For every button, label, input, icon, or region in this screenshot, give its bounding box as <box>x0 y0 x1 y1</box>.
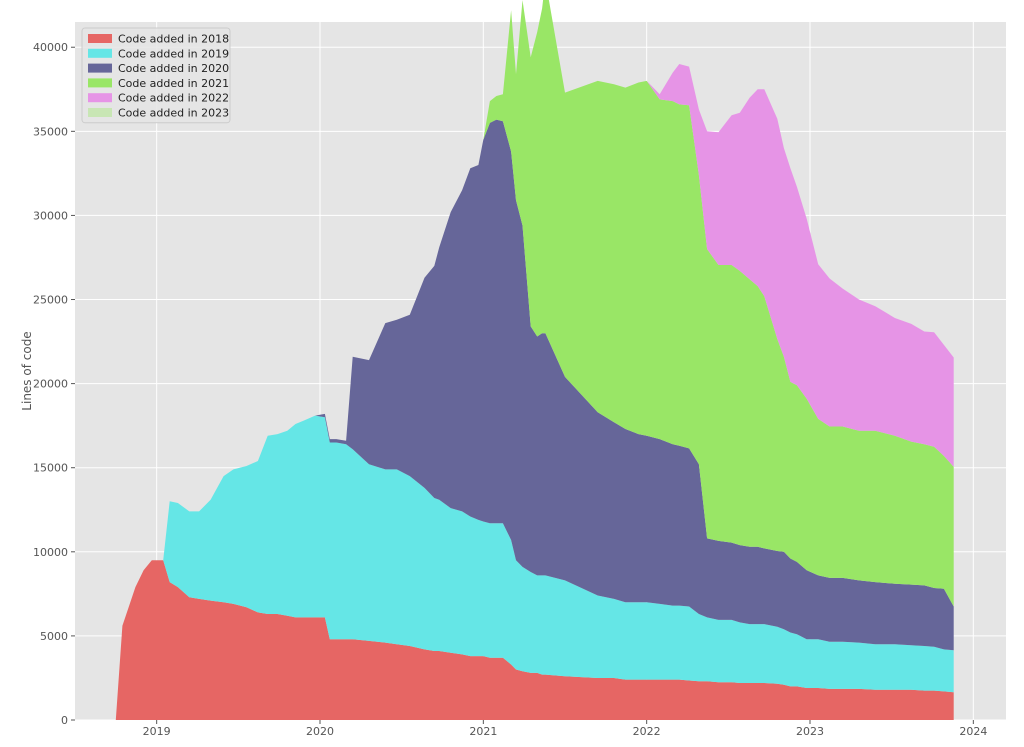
legend-label: Code added in 2023 <box>118 107 229 120</box>
legend-swatch <box>88 93 112 103</box>
x-tick-label: 2021 <box>469 725 497 738</box>
legend-label: Code added in 2019 <box>118 47 229 60</box>
x-tick-label: 2023 <box>796 725 824 738</box>
y-axis-title: Lines of code <box>20 331 34 410</box>
x-tick-label: 2020 <box>306 725 334 738</box>
y-axis-ticks: 0 5000 10000 15000 20000 25000 30000 35000 40000 <box>33 41 75 727</box>
area-series-1 <box>115 415 954 720</box>
area-series-0 <box>115 560 954 720</box>
legend-swatch <box>88 78 112 88</box>
legend-swatch <box>88 34 112 43</box>
y-tick-label: 15000 <box>33 462 68 475</box>
area-series-2 <box>115 119 954 721</box>
y-tick-label: 5000 <box>40 630 68 643</box>
x-tick-label: 2024 <box>959 725 987 738</box>
x-tick-label: 2019 <box>143 725 171 738</box>
legend-label: Code added in 2018 <box>118 33 229 46</box>
x-axis-ticks: 2019 2020 2021 2022 2023 2024 <box>143 720 987 738</box>
area-series <box>115 0 954 721</box>
legend-swatch <box>88 63 112 73</box>
y-tick-label: 0 <box>61 714 68 727</box>
y-tick-label: 20000 <box>33 378 68 391</box>
x-tick-label: 2022 <box>633 725 661 738</box>
legend-label: Code added in 2022 <box>118 92 229 105</box>
y-tick-label: 10000 <box>33 546 68 559</box>
y-tick-label: 40000 <box>33 41 68 54</box>
y-tick-label: 35000 <box>33 125 68 138</box>
y-tick-label: 25000 <box>33 294 68 307</box>
legend-label: Code added in 2020 <box>118 62 229 75</box>
area-series-3 <box>115 0 954 720</box>
legend-frame <box>81 27 231 124</box>
y-tick-label: 30000 <box>33 209 68 222</box>
legend-swatch <box>88 48 112 58</box>
area-series-4 <box>115 0 954 720</box>
legend-label: Code added in 2021 <box>118 77 229 90</box>
legend-swatch <box>88 108 112 117</box>
